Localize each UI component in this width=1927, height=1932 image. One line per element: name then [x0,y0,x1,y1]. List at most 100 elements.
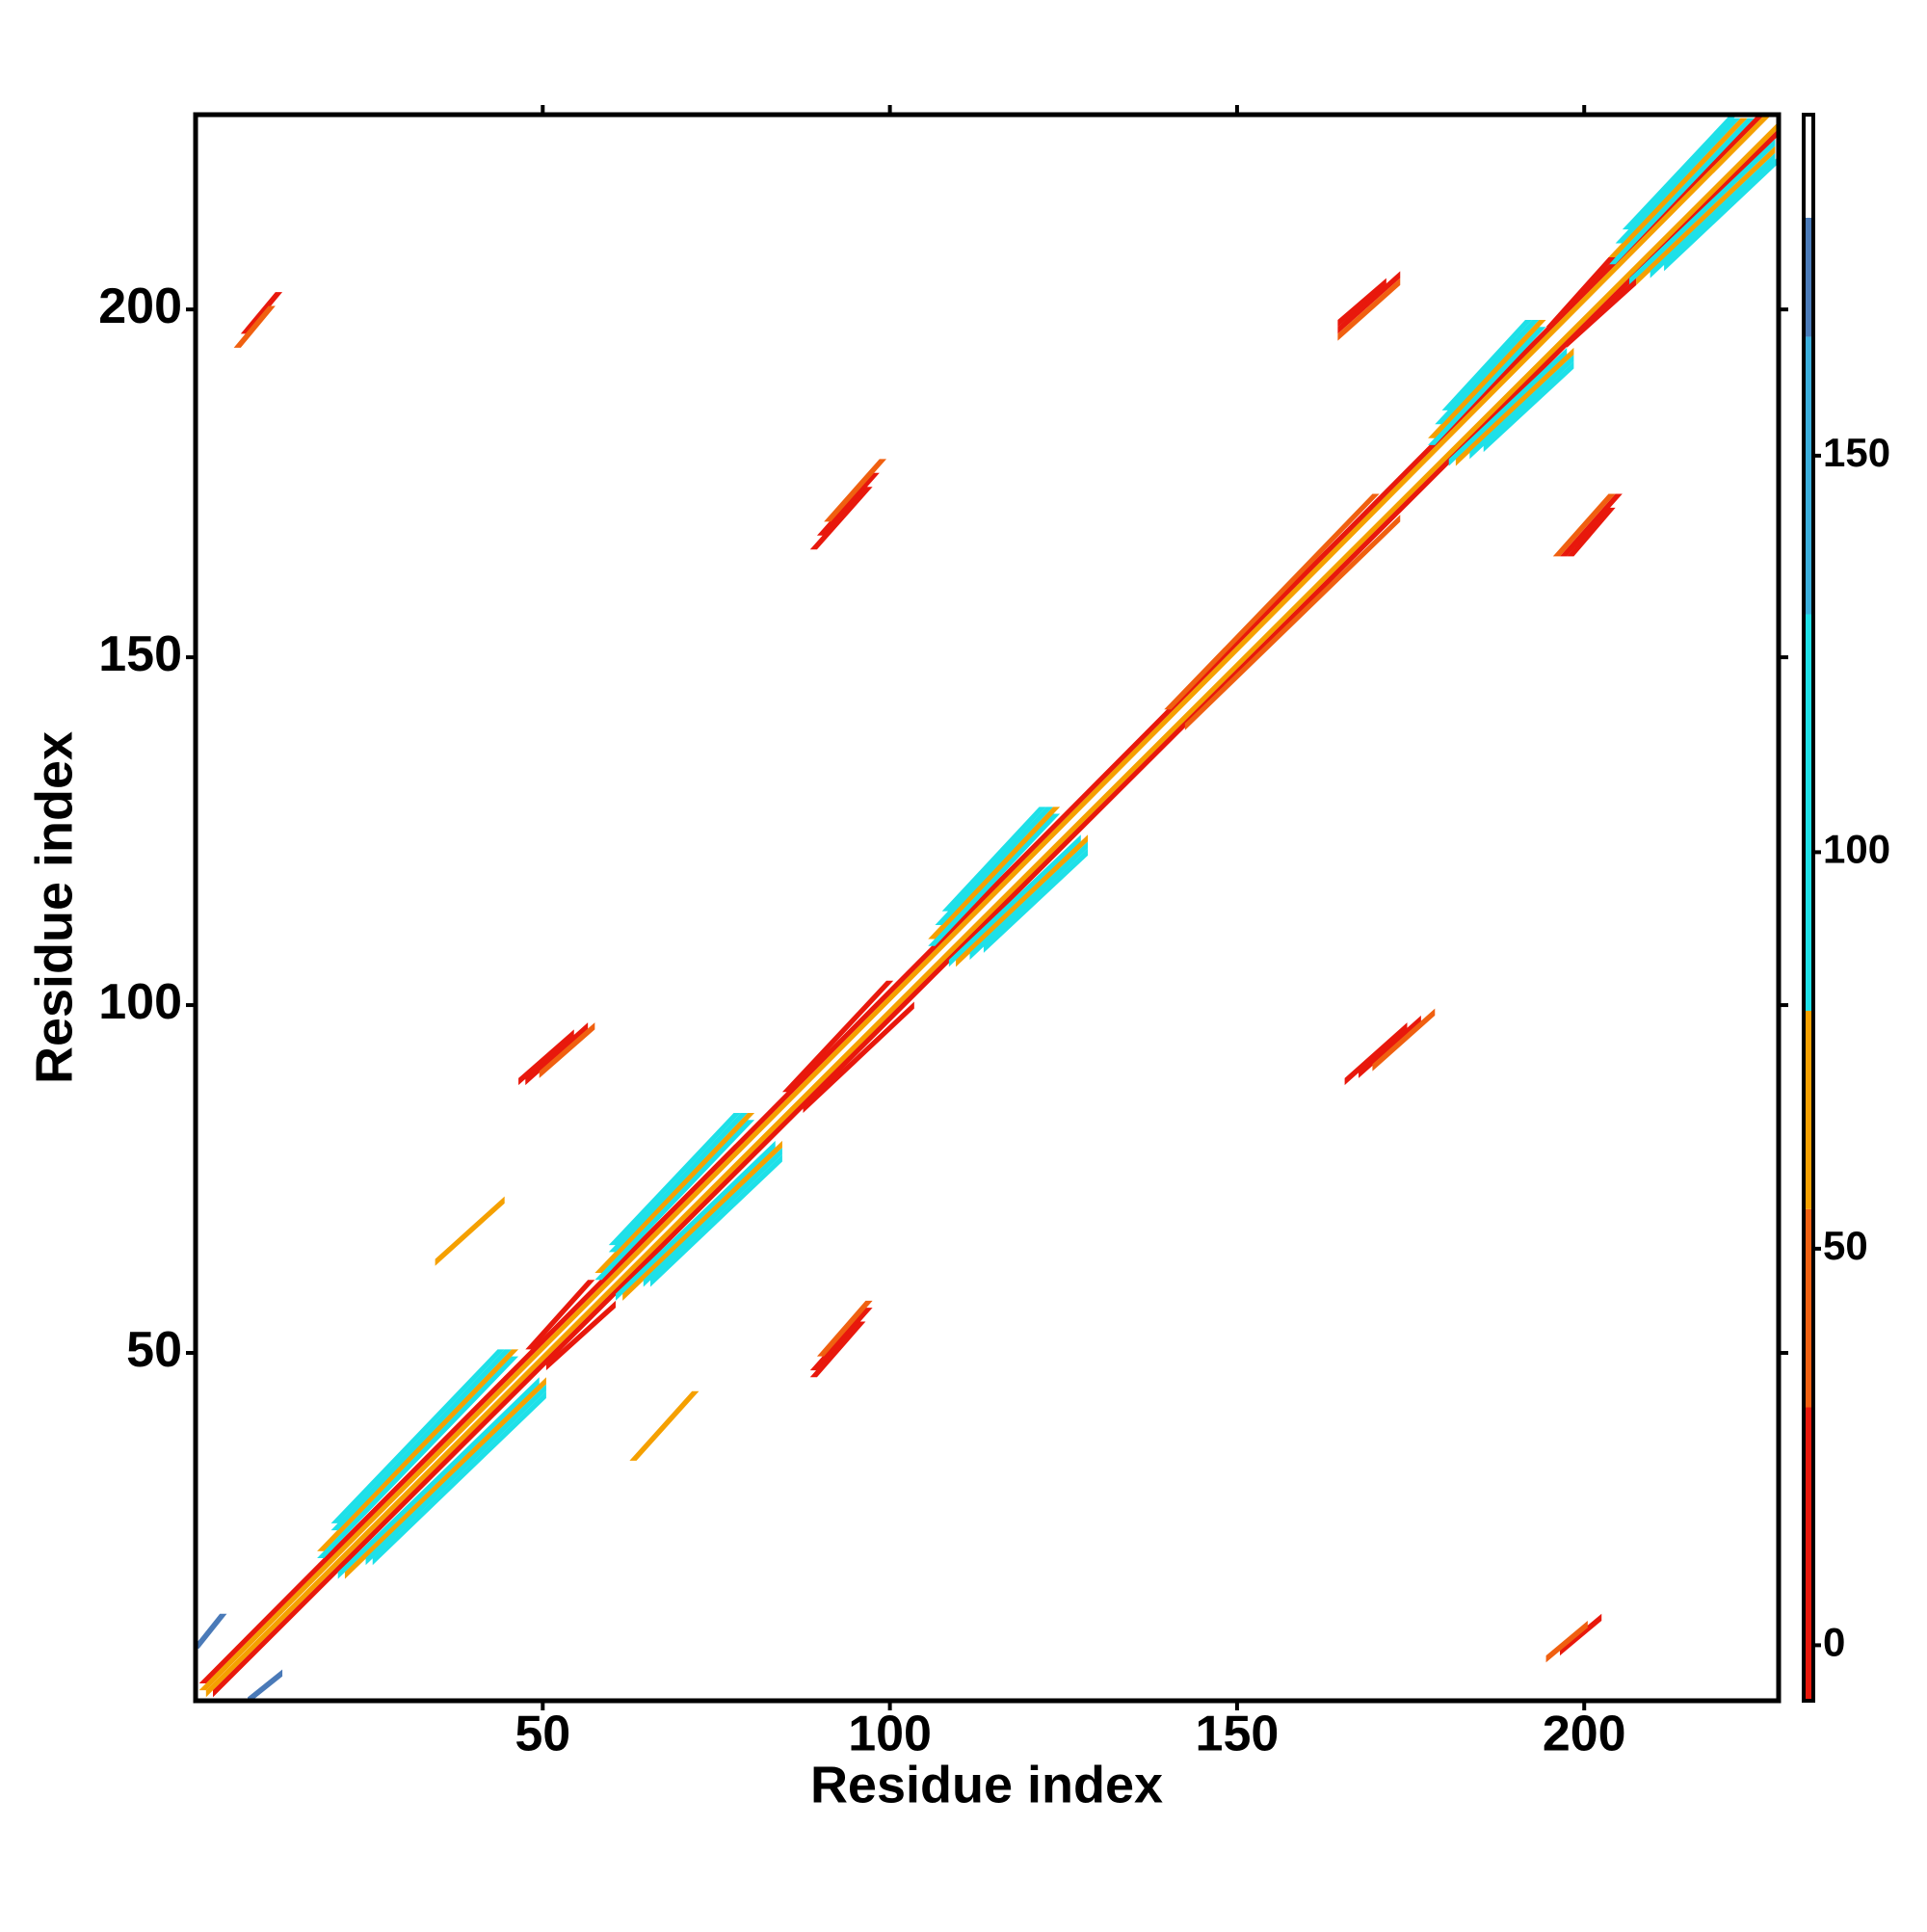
contact-stripe-mirror [622,1140,782,1301]
contact-stripe-mirror [1448,347,1568,466]
contact-stripe-mirror [803,1001,914,1113]
contact-stripe [594,1120,755,1281]
contact-stripe [1608,118,1748,257]
contact-stripe [928,813,1061,946]
contact-stripe [1441,319,1533,410]
colorbar-segment [1804,115,1813,218]
contact-stripe-mirror [650,1154,782,1287]
colorbar-tick-label: 150 [1823,430,1890,475]
contact-stripe-mirror [956,834,1088,967]
x-tick-label: 200 [1543,1707,1626,1762]
contact-stripe [1428,319,1546,438]
contact-stripe [1560,493,1623,557]
contact-stripe-mirror [969,841,1088,961]
contact-stripe-mirror [1337,278,1386,328]
x-tick-label: 100 [848,1707,932,1762]
contact-stripe-mirror [1650,152,1776,278]
colorbar-segment [1804,614,1813,1011]
contact-stripe-mirror [1337,271,1401,334]
contact-stripe [233,305,276,348]
x-tick-label: 50 [515,1707,570,1762]
contact-stripe [1567,507,1616,557]
colorbar-tick-label: 0 [1823,1619,1845,1664]
contact-stripe-mirror [643,1148,782,1287]
contact-stripe-mirror [1455,347,1574,466]
contact-stripe [1622,115,1737,230]
contact-stripe [525,1280,595,1350]
contact-stripe-mirror [545,1300,616,1371]
contact-stripe [608,1112,741,1246]
contact-stripe-mirror [1545,1620,1588,1663]
contact-stripe-mirror [615,1140,776,1301]
y-tick-label: 200 [98,278,182,334]
contact-stripe [928,807,1061,940]
contact-stripe-mirror [539,1022,595,1078]
plot-frame [193,112,1782,1704]
contact-stripe-mirror [1629,139,1776,285]
contact-stripe [1615,118,1741,244]
contact-stripe-mirror [1560,1613,1602,1656]
contact-stripe-mirror [1344,1022,1408,1086]
contact-stripe [330,1349,505,1523]
colorbar-segment [1804,1010,1813,1209]
colorbar-frame [1802,113,1815,1703]
contact-stripe [1608,118,1755,265]
contact-stripe [809,1321,866,1378]
contact-stripe [1428,327,1546,445]
contact-stripe-mirror [248,1669,283,1701]
contact-stripe [629,1390,700,1461]
contact-stripe [317,1349,519,1551]
colorbar-segment [1804,217,1813,337]
contact-stripe-mirror [1469,355,1574,460]
contact-stripe-mirror [344,1377,546,1579]
contact-stripe [1164,493,1380,710]
contact-stripe [941,807,1046,912]
y-tick-label: 150 [98,626,182,682]
contact-stripe-mirror [1664,156,1779,272]
x-axis-title: Residue index [810,1756,1163,1813]
contact-stripe [594,1112,755,1274]
contact-stripe-mirror [337,1377,540,1579]
contact-stripe [240,292,283,334]
contact-stripe-mirror [518,1029,574,1086]
colorbar-segment [1804,1407,1813,1701]
contact-stripe [809,1308,873,1371]
contact-stripe-mirror [1567,278,1637,348]
contact-stripe [317,1356,519,1559]
contact-stripe-mirror [213,128,1779,1698]
y-tick-label: 50 [126,1322,182,1378]
heatmap-cells [196,115,1779,1701]
contact-stripe [816,1300,873,1357]
contact-stripe [781,980,894,1093]
contact-stripe [824,459,887,522]
contact-stripe [198,115,1772,1691]
y-axis-title: Residue index [25,731,83,1084]
contact-stripe [608,1112,748,1253]
x-tick-label: 150 [1196,1707,1280,1762]
contact-stripe [198,115,1765,1683]
contact-stripe-mirror [1359,1015,1421,1078]
contact-stripe [1552,493,1616,557]
colorbar-segment [1804,1208,1813,1408]
colorbar-segment [1804,336,1813,615]
contact-stripe-mirror [525,1022,589,1086]
colorbar-tick-label: 100 [1823,826,1890,871]
y-tick-label: 100 [98,974,182,1030]
contact-stripe-mirror [948,834,1081,967]
contact-stripe-mirror [205,121,1779,1698]
contact-stripe-mirror [1184,515,1401,730]
contact-stripe [809,487,873,550]
contact-stripe [330,1349,512,1531]
contact-stripe-mirror [983,848,1088,953]
contact-stripe-mirror [1636,146,1776,285]
contact-stripe-mirror [435,1196,505,1266]
contact-stripe [1545,256,1616,328]
contact-stripe-mirror [365,1384,546,1566]
contact-stripe [196,1613,227,1649]
colorbar-tick-label: 50 [1823,1223,1868,1268]
contact-stripe-mirror [1372,1008,1436,1072]
contact-stripe-mirror [1337,278,1401,341]
contact-stripe-mirror [1483,361,1574,453]
contact-stripe [1435,319,1540,425]
